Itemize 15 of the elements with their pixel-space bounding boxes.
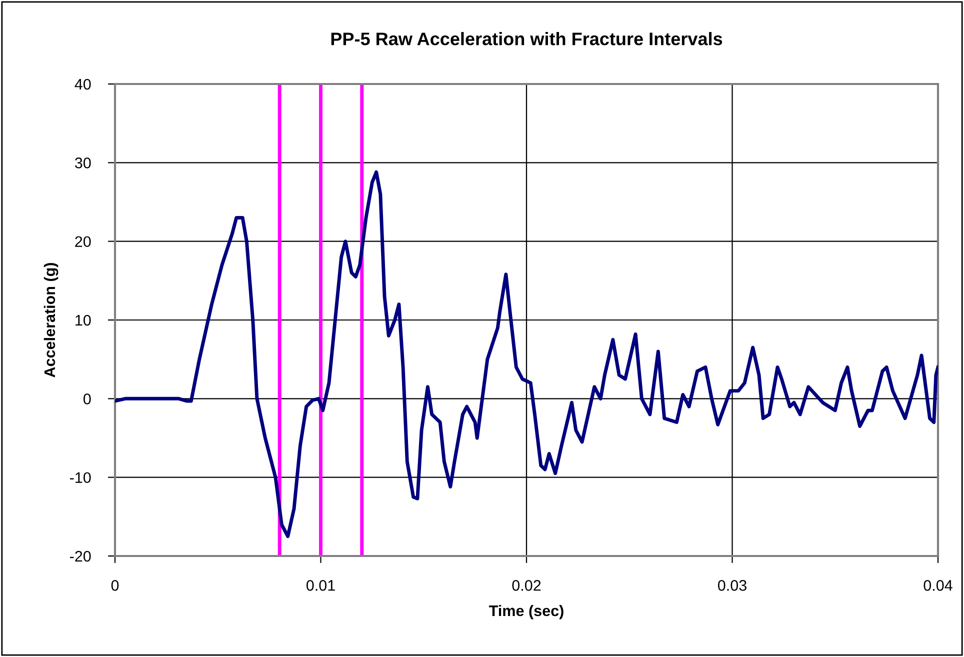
chart-title: PP-5 Raw Acceleration with Fracture Intervals	[331, 32, 722, 46]
x-tick-label: 0.01	[306, 580, 335, 591]
x-tick-label: 0.04	[924, 580, 952, 591]
x-tick-label: 0.03	[718, 580, 746, 591]
x-tick-label: 0.02	[512, 580, 541, 591]
y-tick-label: -20	[70, 550, 91, 562]
y-tick-label: 10	[76, 314, 91, 326]
y-tick-label: 40	[74, 78, 91, 90]
y-tick-label: 0	[83, 394, 91, 404]
y-tick-label: 30	[74, 158, 91, 168]
y-axis-title: Acceleration (g)	[44, 263, 58, 378]
y-tick-label: 20	[75, 236, 91, 248]
x-axis-title: Time (sec)	[489, 604, 564, 620]
y-tick-label: -10	[70, 472, 91, 484]
x-tick-label: 0	[111, 580, 119, 591]
